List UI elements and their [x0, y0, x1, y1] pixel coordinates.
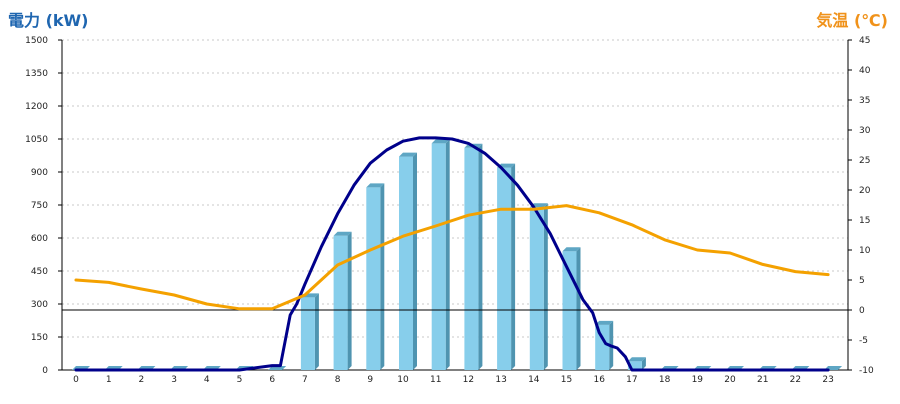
- right-tick-label-25: 25: [859, 156, 870, 166]
- right-tick-label--10: -10: [859, 366, 874, 376]
- right-tick-label-45: 45: [859, 36, 870, 46]
- left-tick-label-1050: 1050: [25, 135, 48, 145]
- x-tick-label-12: 12: [463, 375, 474, 385]
- bar-front: [366, 187, 381, 370]
- bar-side: [543, 203, 548, 370]
- x-tick-label-13: 13: [495, 375, 506, 385]
- x-tick-label-3: 3: [171, 375, 177, 385]
- left-axis-title: 電力 (kW): [8, 11, 89, 30]
- bar-front: [300, 297, 315, 370]
- x-tick-label-4: 4: [204, 375, 210, 385]
- x-tick-label-23: 23: [822, 375, 833, 385]
- power-line: [74, 136, 830, 372]
- bar-top: [595, 320, 614, 325]
- x-tick-label-15: 15: [561, 375, 572, 385]
- left-tick-label-900: 900: [31, 168, 48, 178]
- x-tick-label-16: 16: [593, 375, 605, 385]
- right-tick-label--5: -5: [859, 336, 868, 346]
- x-tick-label-8: 8: [335, 375, 341, 385]
- bar-side: [380, 183, 385, 370]
- bar-side: [641, 357, 646, 370]
- right-tick-label-0: 0: [859, 306, 865, 316]
- left-tick-label-0: 0: [42, 366, 48, 376]
- right-tick-label-10: 10: [859, 246, 871, 256]
- right-tick-label-20: 20: [859, 186, 871, 196]
- left-tick-label-1200: 1200: [25, 102, 48, 112]
- x-tick-label-11: 11: [430, 375, 441, 385]
- x-tick-label-7: 7: [302, 375, 308, 385]
- right-tick-label-30: 30: [859, 126, 871, 136]
- right-tick-label-35: 35: [859, 96, 870, 106]
- bar-front: [497, 167, 512, 370]
- bar-side: [413, 152, 417, 370]
- bar-front: [595, 324, 610, 370]
- x-tick-label-10: 10: [397, 375, 409, 385]
- x-tick-label-5: 5: [237, 375, 243, 385]
- right-axis-title: 気温 (℃): [816, 11, 888, 30]
- left-tick-label-300: 300: [31, 300, 48, 310]
- left-tick-label-150: 150: [31, 333, 48, 343]
- x-tick-label-18: 18: [659, 375, 671, 385]
- bar-side: [576, 247, 581, 370]
- left-tick-label-1500: 1500: [25, 36, 48, 46]
- bar-front: [333, 235, 348, 370]
- bar-7: [300, 293, 319, 370]
- bar-side: [511, 163, 516, 370]
- x-tick-label-17: 17: [626, 375, 637, 385]
- left-tick-label-600: 600: [31, 234, 48, 244]
- bar-top: [431, 139, 450, 144]
- bar-front: [399, 156, 413, 370]
- bar-9: [366, 183, 385, 370]
- bar-14: [529, 203, 548, 370]
- x-tick-label-6: 6: [269, 375, 275, 385]
- right-tick-label-15: 15: [859, 216, 870, 226]
- bar-side: [347, 231, 352, 370]
- bar-front: [431, 143, 446, 370]
- bar-front: [464, 147, 479, 370]
- bar-top: [399, 152, 417, 157]
- bar-13: [497, 163, 516, 370]
- bar-8: [333, 231, 352, 370]
- x-tick-label-1: 1: [106, 375, 112, 385]
- x-tick-label-19: 19: [692, 375, 704, 385]
- x-tick-label-0: 0: [73, 375, 79, 385]
- bar-side: [445, 139, 450, 370]
- right-tick-label-40: 40: [859, 66, 871, 76]
- bar-top: [562, 247, 581, 252]
- bar-17: [627, 357, 646, 370]
- x-tick-label-20: 20: [724, 375, 736, 385]
- bar-front: [529, 207, 544, 370]
- bar-side: [478, 143, 483, 370]
- right-tick-label-5: 5: [859, 276, 865, 286]
- bar-front: [562, 251, 577, 370]
- x-tick-label-22: 22: [790, 375, 801, 385]
- x-tick-label-9: 9: [367, 375, 373, 385]
- bar-front: [627, 361, 642, 370]
- bar-top: [366, 183, 385, 188]
- bar-10: [399, 152, 417, 370]
- bar-11: [431, 139, 450, 370]
- x-tick-label-14: 14: [528, 375, 540, 385]
- temperature-line: [74, 204, 830, 311]
- x-tick-label-2: 2: [139, 375, 145, 385]
- x-tick-label-21: 21: [757, 375, 768, 385]
- left-tick-label-450: 450: [31, 267, 48, 277]
- bar-top: [627, 357, 646, 362]
- bar-top: [333, 231, 352, 236]
- left-tick-label-1350: 1350: [25, 69, 48, 79]
- bar-side: [314, 293, 319, 370]
- bar-12: [464, 143, 483, 370]
- left-tick-label-750: 750: [31, 201, 48, 211]
